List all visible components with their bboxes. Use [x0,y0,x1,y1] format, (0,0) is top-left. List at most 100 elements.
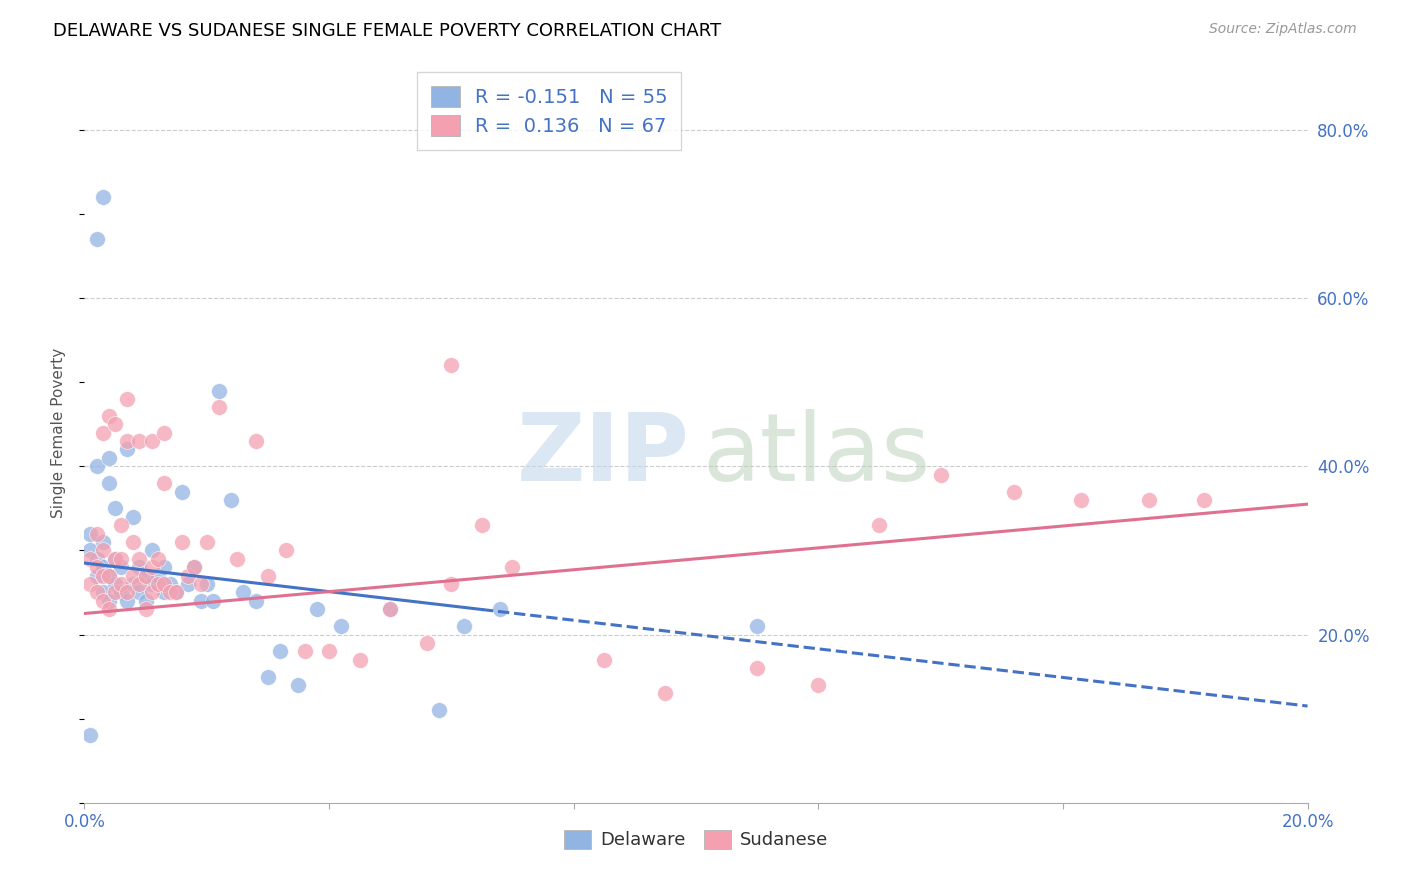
Point [122,535,145,549]
Point [135,594,157,608]
Point [110,551,132,566]
Point [86,459,108,474]
Point [110,560,132,574]
Text: ZIP: ZIP [517,409,690,500]
Point [427,703,450,717]
Point [219,492,242,507]
Point [276,543,298,558]
Point [287,678,309,692]
Point [146,568,169,582]
Point [159,577,181,591]
Point [146,551,169,566]
Point [128,434,150,448]
Point [104,551,127,566]
Point [869,518,891,533]
Point [245,594,267,608]
Point [593,653,616,667]
Point [153,476,176,491]
Point [165,585,187,599]
Point [79,577,101,591]
Point [141,585,163,599]
Point [208,384,231,398]
Point [153,560,176,574]
Point [97,476,120,491]
Point [1192,492,1215,507]
Point [440,359,463,373]
Point [110,518,132,533]
Point [79,526,101,541]
Point [153,577,176,591]
Point [135,568,157,582]
Point [159,585,181,599]
Point [122,568,145,582]
Point [91,190,114,204]
Point [380,602,402,616]
Legend: Delaware, Sudanese: Delaware, Sudanese [557,822,835,856]
Point [747,661,769,675]
Point [91,568,114,582]
Point [453,619,475,633]
Point [91,535,114,549]
Text: DELAWARE VS SUDANESE SINGLE FEMALE POVERTY CORRELATION CHART: DELAWARE VS SUDANESE SINGLE FEMALE POVER… [53,22,721,40]
Point [128,585,150,599]
Point [153,585,176,599]
Point [141,434,163,448]
Point [305,602,328,616]
Point [190,594,212,608]
Point [929,467,952,482]
Point [115,434,138,448]
Point [177,577,200,591]
Point [91,585,114,599]
Point [86,232,108,246]
Point [226,551,249,566]
Point [141,560,163,574]
Point [104,417,127,432]
Point [294,644,316,658]
Point [141,577,163,591]
Point [135,602,157,616]
Point [208,401,231,415]
Point [128,551,150,566]
Point [141,543,163,558]
Point [440,577,463,591]
Point [195,535,218,549]
Point [172,484,194,499]
Point [257,670,280,684]
Point [318,644,340,658]
Point [79,551,101,566]
Point [153,425,176,440]
Point [128,577,150,591]
Point [195,577,218,591]
Point [807,678,830,692]
Point [380,602,402,616]
Point [86,551,108,566]
Text: atlas: atlas [702,409,931,500]
Point [416,636,439,650]
Point [115,594,138,608]
Text: Source: ZipAtlas.com: Source: ZipAtlas.com [1209,22,1357,37]
Point [135,568,157,582]
Point [86,568,108,582]
Point [115,442,138,457]
Point [190,577,212,591]
Point [86,526,108,541]
Point [1137,492,1160,507]
Point [104,585,127,599]
Point [257,568,280,582]
Point [110,585,132,599]
Point [489,602,512,616]
Point [122,577,145,591]
Point [97,594,120,608]
Point [128,560,150,574]
Point [747,619,769,633]
Point [471,518,494,533]
Point [1002,484,1025,499]
Point [183,560,205,574]
Point [115,585,138,599]
Point [269,644,291,658]
Point [97,602,120,616]
Point [79,729,101,743]
Y-axis label: Single Female Poverty: Single Female Poverty [51,348,66,517]
Point [91,543,114,558]
Point [1070,492,1092,507]
